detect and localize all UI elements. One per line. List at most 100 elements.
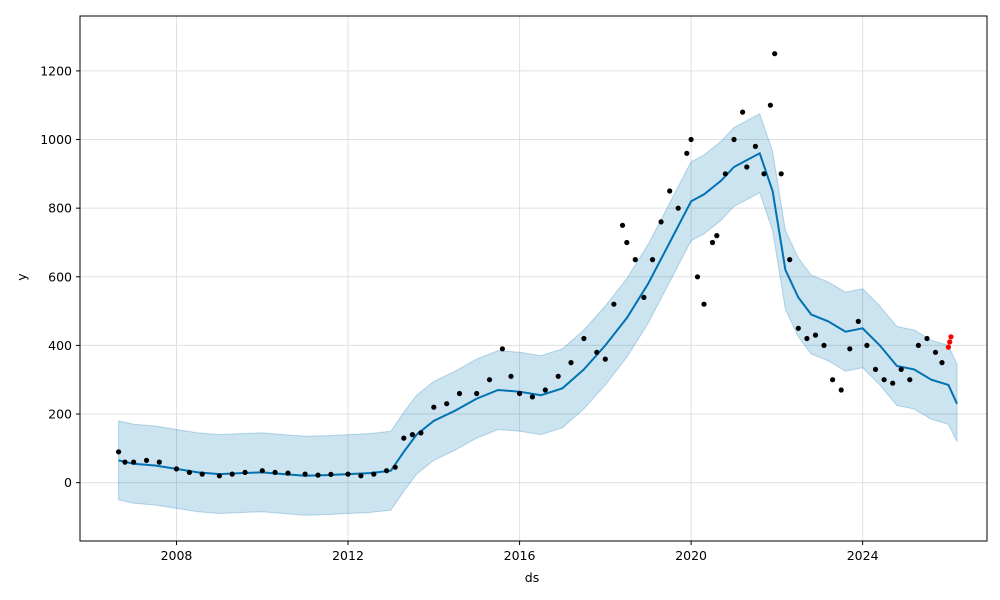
observed-point (688, 136, 694, 143)
observed-point (804, 335, 810, 342)
observed-point (714, 233, 720, 239)
observed-point (602, 356, 608, 362)
observed-point (456, 390, 463, 397)
observed-point (285, 470, 291, 476)
observed-point (431, 404, 437, 410)
observed-point (486, 377, 493, 383)
x-axis-label: ds (525, 570, 539, 585)
observed-point (581, 335, 587, 342)
observed-points-layer (116, 51, 954, 479)
observed-point (855, 318, 861, 324)
observed-point (915, 342, 922, 348)
uncertainty-band (118, 113, 958, 516)
observed-point (872, 366, 879, 372)
observed-point (932, 349, 939, 355)
observed-point (890, 380, 896, 386)
observed-point (731, 136, 737, 143)
observed-point (641, 294, 647, 300)
observed-point (722, 171, 729, 177)
observed-point (649, 257, 656, 263)
y-tick-label: 200 (48, 407, 72, 422)
observed-point (881, 377, 887, 383)
x-tick-label: 2024 (847, 548, 879, 563)
observed-point (328, 471, 334, 477)
y-tick-label: 600 (48, 269, 72, 284)
observed-point (156, 459, 162, 465)
observed-point (632, 257, 638, 263)
observed-point (371, 471, 377, 477)
observed-point (122, 459, 128, 465)
y-axis-label: y (14, 273, 29, 281)
observed-point (767, 102, 774, 108)
observed-point (939, 360, 945, 366)
observed-point (740, 109, 746, 115)
observed-point (898, 366, 904, 372)
x-tick-label: 2008 (161, 548, 193, 563)
x-tick-label: 2012 (332, 548, 364, 563)
observed-point (131, 459, 137, 465)
grid-lines (80, 16, 987, 541)
recent-observed-point (945, 344, 952, 350)
observed-point (675, 205, 681, 211)
observed-point (555, 373, 561, 379)
observed-point (216, 473, 222, 479)
observed-point (499, 346, 505, 352)
observed-point (694, 274, 701, 280)
recent-observed-point (948, 334, 954, 340)
observed-point (594, 349, 600, 355)
observed-point (838, 387, 844, 393)
observed-point (821, 342, 827, 348)
observed-point (812, 332, 819, 338)
observed-point (624, 239, 630, 246)
observed-point (173, 466, 180, 472)
x-tick-label: 2020 (675, 548, 707, 563)
observed-point (418, 430, 424, 436)
observed-point (529, 394, 536, 400)
observed-point (259, 468, 265, 474)
observed-point (795, 325, 801, 331)
observed-point (358, 473, 364, 479)
observed-point (778, 171, 784, 177)
x-axis-ticks: 2008 2012 2016 2020 2024 (161, 541, 879, 563)
y-tick-label: 400 (48, 338, 72, 353)
observed-point (568, 360, 574, 366)
observed-point (611, 301, 617, 307)
y-tick-label: 800 (48, 201, 72, 216)
uncertainty-band-layer (118, 113, 958, 516)
observed-point (744, 164, 750, 170)
observed-point (199, 471, 205, 477)
observed-point (864, 342, 870, 348)
observed-point (847, 346, 853, 352)
observed-point (658, 219, 664, 225)
observed-point (787, 257, 793, 263)
observed-point (474, 390, 480, 397)
recent-observed-point (947, 339, 953, 345)
observed-point (143, 457, 150, 463)
y-tick-label: 1200 (40, 63, 72, 78)
observed-point (384, 468, 390, 474)
observed-point (924, 335, 930, 342)
observed-point (772, 51, 778, 57)
observed-point (444, 401, 450, 407)
plot-frame (79, 15, 988, 542)
observed-point (229, 471, 235, 477)
observed-point (684, 150, 690, 156)
observed-point (401, 435, 407, 441)
observed-point (186, 469, 192, 475)
observed-point (508, 373, 514, 379)
observed-point (409, 432, 415, 438)
observed-point (709, 239, 716, 246)
observed-point (315, 472, 321, 478)
observed-point (752, 143, 759, 149)
observed-point (242, 469, 248, 475)
observed-point (667, 188, 673, 194)
observed-point (345, 471, 351, 477)
observed-point (619, 222, 626, 228)
observed-point (542, 387, 548, 393)
y-tick-label: 1000 (40, 132, 72, 147)
observed-point (907, 377, 913, 383)
observed-point (272, 469, 278, 475)
x-tick-label: 2016 (504, 548, 536, 563)
y-tick-label: 0 (64, 475, 72, 490)
